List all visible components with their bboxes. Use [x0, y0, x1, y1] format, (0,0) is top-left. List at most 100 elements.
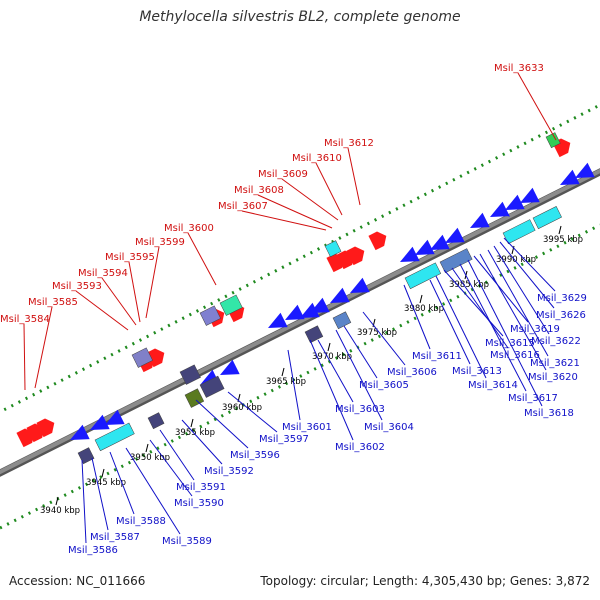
bottom-gene-label[interactable]: Msil_3601	[282, 422, 332, 433]
reverse-gene-arrow[interactable]	[101, 409, 125, 432]
reverse-gene-arrow[interactable]	[281, 304, 305, 327]
scale-tick-label: 3955 kbp	[175, 428, 215, 438]
bottom-gene-label[interactable]: Msil_3606	[387, 367, 437, 378]
top-gene-label[interactable]: Msil_3609	[258, 169, 308, 180]
scale-tick-label: 3985 kbp	[449, 280, 489, 290]
reverse-gene-arrow[interactable]	[426, 234, 450, 257]
top-gene-label[interactable]: Msil_3600	[164, 223, 214, 234]
scale-tick-label: 3975 kbp	[357, 328, 397, 338]
reverse-gene-arrow[interactable]	[296, 302, 320, 325]
reverse-gene-arrow[interactable]	[346, 277, 370, 300]
gene-box[interactable]	[147, 412, 165, 430]
top-gene-label[interactable]: Msil_3585	[28, 297, 78, 308]
bottom-gene-label[interactable]: Msil_3619	[510, 324, 560, 335]
gene-box[interactable]	[324, 240, 342, 258]
scale-tick-label: 3940 kbp	[40, 506, 80, 516]
bottom-gene-label[interactable]: Msil_3617	[508, 393, 558, 404]
bottom-gene-label[interactable]: Msil_3618	[524, 408, 574, 419]
bottom-gene-label[interactable]: Msil_3613	[452, 366, 502, 377]
reverse-gene-arrow[interactable]	[556, 169, 580, 192]
bottom-gene-label[interactable]: Msil_3586	[68, 545, 118, 556]
gene-box[interactable]	[439, 248, 473, 274]
reverse-gene-arrow[interactable]	[216, 359, 240, 382]
bottom-gene-label[interactable]: Msil_3626	[536, 310, 586, 321]
scale-tick-label: 3995 kbp	[543, 235, 583, 245]
gene-box[interactable]	[77, 447, 95, 465]
forward-gene-arrow[interactable]	[146, 346, 167, 368]
genome-summary-text: Topology: circular; Length: 4,305,430 bp…	[260, 574, 590, 588]
gene-box[interactable]	[332, 311, 352, 330]
forward-gene-arrow[interactable]	[36, 416, 57, 438]
gene-box[interactable]	[219, 294, 243, 316]
reverse-gene-arrow[interactable]	[396, 246, 420, 269]
reverse-strand-genes[interactable]	[66, 162, 595, 465]
scale-tick-label: 3970 kbp	[312, 352, 352, 362]
bottom-gene-label[interactable]: Msil_3629	[537, 293, 587, 304]
bottom-gene-label[interactable]: Msil_3620	[528, 372, 578, 383]
reverse-gene-arrow[interactable]	[501, 194, 525, 217]
top-gene-label[interactable]: Msil_3633	[494, 63, 544, 74]
scale-tick-label: 3980 kbp	[404, 304, 444, 314]
bottom-gene-label[interactable]: Msil_3587	[90, 532, 140, 543]
bottom-gene-label[interactable]: Msil_3590	[174, 498, 224, 509]
gene-box[interactable]	[131, 347, 153, 368]
top-gene-label[interactable]: Msil_3608	[234, 185, 284, 196]
bottom-gene-label[interactable]: Msil_3621	[530, 358, 580, 369]
forward-gene-arrow[interactable]	[346, 244, 367, 266]
top-gene-labels[interactable]: Msil_3584 Msil_3585 Msil_3593 Msil_3594 Msil…	[0, 63, 557, 391]
bottom-gene-label[interactable]: Msil_3616	[490, 350, 540, 361]
gene-box[interactable]	[532, 206, 562, 230]
bottom-gene-label[interactable]: Msil_3592	[204, 466, 254, 477]
gene-box[interactable]	[404, 262, 442, 290]
gene-box[interactable]	[304, 325, 324, 344]
top-gene-label[interactable]: Msil_3594	[78, 268, 128, 279]
gene-box[interactable]	[502, 219, 536, 245]
reverse-gene-arrow[interactable]	[571, 162, 595, 185]
gene-box[interactable]	[94, 422, 135, 452]
bottom-gene-label[interactable]: Msil_3589	[162, 536, 212, 547]
top-gene-label[interactable]: Msil_3599	[135, 237, 185, 248]
gene-box[interactable]	[179, 364, 201, 385]
bottom-gene-label[interactable]: Msil_3614	[468, 380, 518, 391]
top-gene-label[interactable]: Msil_3612	[324, 138, 374, 149]
forward-gene-arrow[interactable]	[368, 229, 389, 251]
gene-box[interactable]	[199, 375, 225, 398]
bottom-gene-label[interactable]: Msil_3622	[531, 336, 581, 347]
scale-tick-label: 3960 kbp	[222, 403, 262, 413]
gene-box[interactable]	[545, 132, 561, 149]
reverse-gene-arrow[interactable]	[66, 424, 90, 447]
bottom-gene-label[interactable]: Msil_3588	[116, 516, 166, 527]
reverse-gene-arrow[interactable]	[466, 212, 490, 235]
top-gene-label[interactable]: Msil_3595	[105, 252, 155, 263]
bottom-gene-label[interactable]: Msil_3604	[364, 422, 414, 433]
top-gene-label[interactable]: Msil_3610	[292, 153, 342, 164]
top-gene-label[interactable]: Msil_3584	[0, 314, 50, 325]
bottom-gene-label[interactable]: Msil_3591	[176, 482, 226, 493]
reverse-gene-arrow[interactable]	[441, 227, 465, 250]
bottom-gene-label[interactable]: Msil_3597	[259, 434, 309, 445]
reverse-gene-arrow[interactable]	[486, 201, 510, 224]
reverse-gene-arrow[interactable]	[326, 287, 350, 310]
top-gene-label[interactable]: Msil_3593	[52, 281, 102, 292]
bottom-gene-label[interactable]: Msil_3603	[335, 404, 385, 415]
forward-strand-genes[interactable]	[16, 132, 573, 448]
gene-box[interactable]	[199, 305, 221, 326]
reverse-gene-arrow[interactable]	[86, 414, 110, 437]
reverse-gene-arrow[interactable]	[516, 187, 540, 210]
reverse-gene-arrow[interactable]	[264, 312, 288, 335]
reverse-gene-arrow[interactable]	[411, 239, 435, 262]
top-gene-label[interactable]: Msil_3607	[218, 201, 268, 212]
track-lines	[0, 103, 600, 530]
bottom-gene-label[interactable]: Msil_3605	[359, 380, 409, 391]
scale-tick-label: 3990 kbp	[496, 255, 536, 265]
scale-tick-label: 3950 kbp	[130, 453, 170, 463]
bottom-gene-labels[interactable]: Msil_3586 Msil_3587 Msil_3588 Msil_3589 Msil…	[68, 237, 587, 556]
bottom-gene-label[interactable]: Msil_3596	[230, 450, 280, 461]
scale-tick-label: 3945 kbp	[86, 478, 126, 488]
bottom-gene-label[interactable]: Msil_3611	[412, 351, 462, 362]
bottom-gene-label[interactable]: Msil_3602	[335, 442, 385, 453]
accession-text: Accession: NC_011666	[9, 574, 146, 588]
scale-tick-label: 3965 kbp	[266, 377, 306, 387]
